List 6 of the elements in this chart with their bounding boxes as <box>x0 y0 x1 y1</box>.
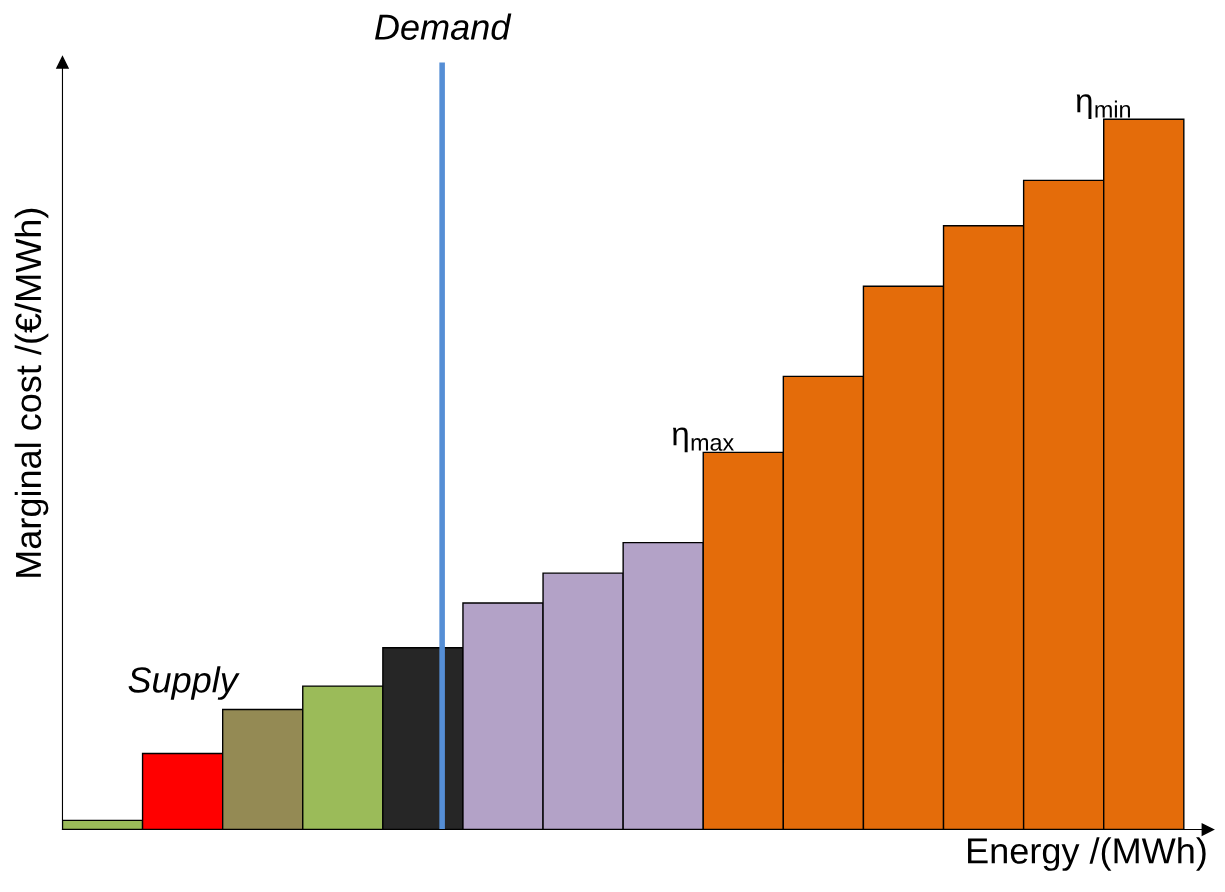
annotation: η$_{max}$ <box>672 427 734 453</box>
annotation: η$_{min}$ <box>1076 94 1130 120</box>
y-axis-title: Marginal cost /(€/MWh) <box>14 208 49 577</box>
annotation: Supply <box>128 666 240 700</box>
text: Demand <box>375 13 512 40</box>
x-axis-title: Energy /(MWh) <box>968 837 1206 871</box>
